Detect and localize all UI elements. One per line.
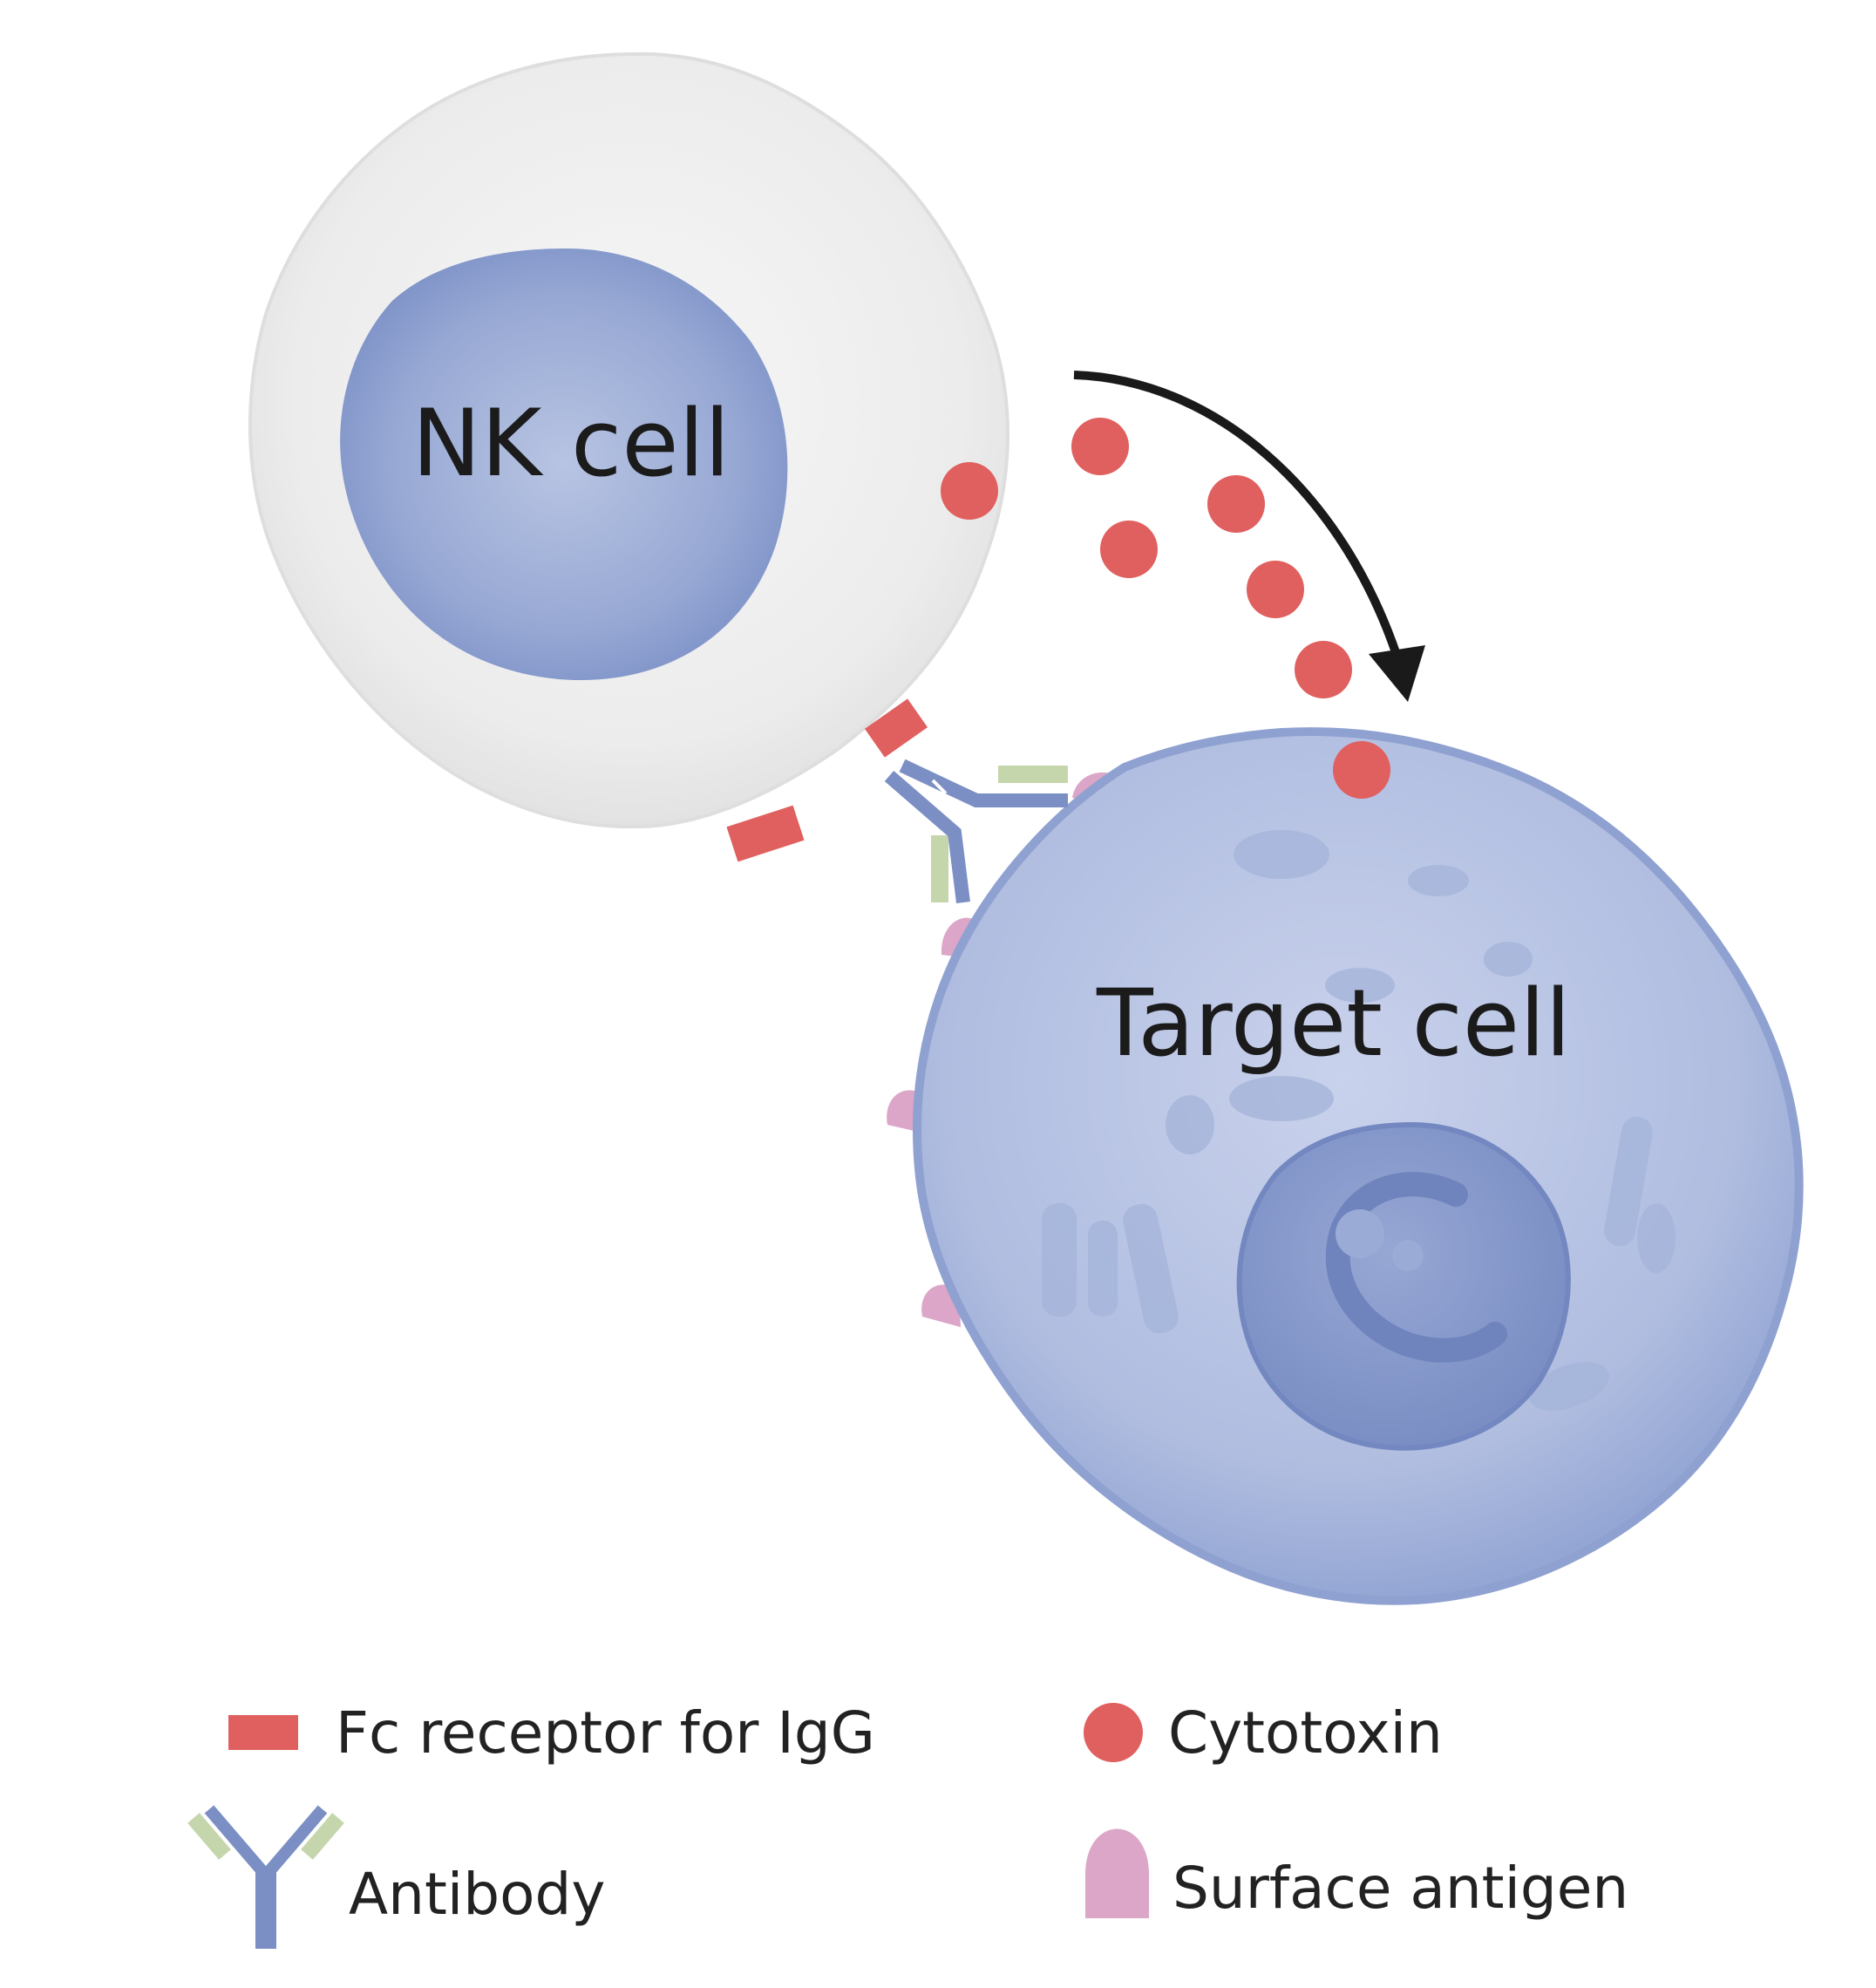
antibody-bridge [884,759,1068,903]
fc-receptor [864,698,928,758]
target-cell-label: Target cell [1096,970,1571,1077]
cytotoxin [941,462,998,520]
release-arrow-head [1369,645,1425,702]
legend-surface-antigen-swatch [1085,1828,1149,1918]
legend-fc-receptor-label: Fc receptor for IgG [336,1699,875,1767]
cytotoxin [1100,521,1158,578]
legend-surface-antigen-label: Surface antigen [1172,1855,1628,1922]
cytotoxin [1333,741,1390,799]
fc-receptor [726,805,805,862]
cytotoxin [1071,418,1129,475]
legend-antibody-label: Antibody [349,1861,605,1928]
target-nucleolus-spot [1336,1209,1384,1258]
nk-cell-label: NK cell [412,390,731,497]
cytotoxin [1207,475,1265,533]
cytotoxin [1247,561,1304,618]
target-organelles [1042,830,1675,1411]
release-arrow [1073,371,1404,664]
nk-cell: NK cell [248,51,1009,829]
target-cell-nucleus [1236,1121,1571,1451]
fc-receptors [726,698,928,862]
legend-cytotoxin-label: Cytotoxin [1168,1699,1443,1767]
cytotoxin-granules [941,418,1390,799]
cytotoxin [1295,641,1352,698]
target-nucleolus [1325,1172,1507,1363]
legend-antibody-swatch [187,1805,344,1949]
legend: Fc receptor for IgG Cytotoxin Antibody S… [187,1699,1628,1949]
target-cell: Target cell [887,727,1804,1605]
legend-fc-receptor-swatch [228,1715,298,1750]
legend-cytotoxin-swatch [1084,1703,1143,1762]
target-nucleolus-spot [1392,1240,1424,1271]
nk-cell-nucleus [340,248,788,680]
